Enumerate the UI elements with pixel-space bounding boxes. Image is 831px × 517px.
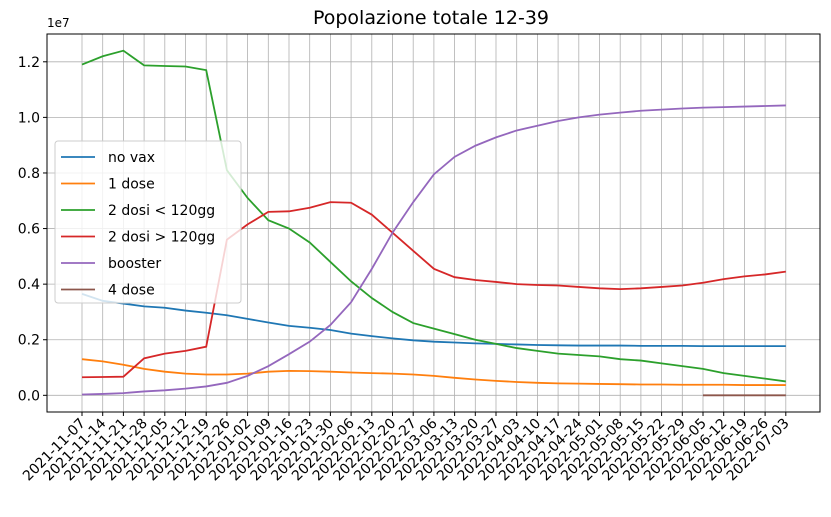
y-tick-label: 0.0 bbox=[18, 388, 40, 404]
series-line bbox=[81, 201, 786, 379]
y-tick-label: 0.2 bbox=[18, 333, 40, 349]
y-tick-label: 0.4 bbox=[18, 277, 40, 293]
legend-label: 1 dose bbox=[108, 177, 155, 193]
legend-label: 4 dose bbox=[108, 283, 155, 299]
y-tick-label: 0.8 bbox=[18, 166, 40, 182]
series-line bbox=[81, 358, 786, 386]
y-offset-label: 1e7 bbox=[47, 16, 70, 30]
legend-label: no vax bbox=[108, 150, 155, 166]
y-tick-label: 0.6 bbox=[18, 222, 40, 238]
chart-title: Popolazione totale 12-39 bbox=[313, 7, 549, 29]
plot-frame bbox=[46, 33, 821, 413]
legend-label: 2 dosi > 120gg bbox=[108, 230, 215, 246]
y-tick-label: 1.2 bbox=[18, 55, 40, 71]
series-line bbox=[81, 104, 786, 396]
series-line bbox=[81, 293, 786, 348]
y-tick-label: 1.0 bbox=[18, 110, 40, 126]
legend-label: 2 dosi < 120gg bbox=[108, 203, 215, 219]
legend-label: booster bbox=[108, 256, 161, 272]
legend-box bbox=[54, 140, 242, 304]
series-line bbox=[81, 49, 786, 383]
